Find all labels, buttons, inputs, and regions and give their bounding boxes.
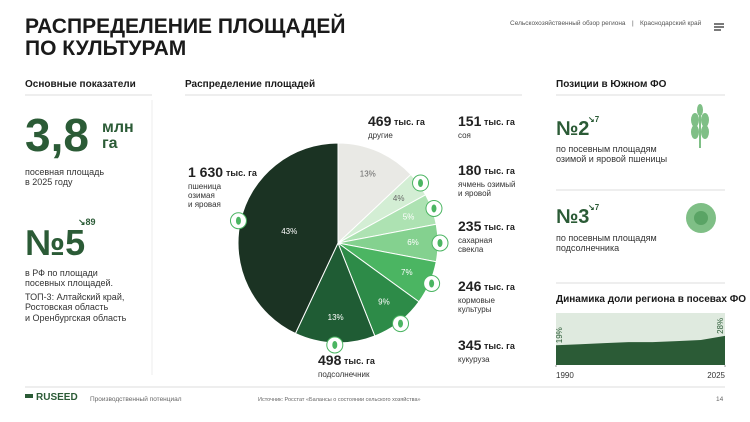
crop-icon: [332, 340, 338, 349]
slice-label: 13%: [328, 313, 344, 322]
crop-name: ячмень озимый и яровой: [458, 180, 516, 199]
crop-icon: [398, 319, 404, 328]
metric-unit: млн га: [102, 119, 134, 152]
rank: №2: [556, 118, 590, 140]
slice-label: 4%: [393, 194, 405, 203]
area-value: 345: [458, 337, 482, 353]
slice-label: 13%: [360, 169, 376, 178]
crop-name: соя: [458, 131, 471, 140]
chart-title: Динамика доли региона в посевах ФО: [556, 294, 747, 305]
area: [556, 335, 725, 365]
slice-label: 6%: [407, 238, 419, 247]
source: Источник: Росстат «Балансы о состоянии с…: [258, 397, 421, 403]
menu-icon[interactable]: [714, 23, 724, 31]
crop-name: кормовые культуры: [458, 296, 495, 315]
crop-name: подсолнечник: [318, 370, 370, 379]
x-tick-label: 2025: [707, 371, 725, 380]
area-unit: тыс. га: [226, 168, 257, 178]
sunflower-icon: [686, 203, 716, 233]
area-unit: тыс. га: [484, 166, 515, 176]
crop-icon: [418, 179, 424, 188]
area-value: 151: [458, 113, 482, 129]
crop-icon: [437, 239, 443, 247]
metric-caption: посевная площадь в 2025 году: [25, 167, 105, 188]
area-unit: тыс. га: [484, 117, 515, 127]
metric-value: 3,8: [25, 109, 89, 161]
separator: |: [632, 20, 634, 27]
crop-name: сахарная свекла: [458, 236, 493, 255]
brand[interactable]: RUSEED: [36, 392, 78, 403]
slice-label: 43%: [281, 227, 297, 236]
area-value: 235: [458, 218, 482, 234]
crop-icon: [429, 279, 435, 288]
area-value: 469: [368, 113, 392, 129]
area-unit: тыс. га: [394, 117, 425, 127]
breadcrumb[interactable]: Сельскохозяйственный обзор региона: [510, 20, 626, 27]
section-heading: Позиции в Южном ФО: [556, 79, 667, 90]
value-label: 28%: [716, 318, 725, 334]
slice-label: 7%: [401, 268, 413, 277]
area-unit: тыс. га: [484, 341, 515, 351]
crop-name: другие: [368, 131, 393, 140]
footer-section: Производственный потенциал: [90, 396, 182, 403]
slice-label: 5%: [403, 213, 415, 222]
crop-name: кукуруза: [458, 355, 490, 364]
x-tick-label: 1990: [556, 371, 574, 380]
crop-icon: [431, 204, 437, 213]
page-number: 14: [716, 396, 724, 403]
pie-slice: [337, 142, 412, 245]
area-value: 180: [458, 162, 482, 178]
crop-name: пшеница озимая и яровая: [188, 182, 222, 210]
title: РАСПРЕДЕЛЕНИЕ ПЛОЩАДЕЙ ПО КУЛЬТУРАМ: [25, 15, 346, 61]
wheat-icon: [691, 104, 709, 148]
rank-change: ↘89: [78, 217, 96, 227]
area-value: 246: [458, 278, 482, 294]
area-value: 1 630: [188, 164, 224, 180]
crop-icon: [235, 216, 241, 225]
rank-caption: по посевным площадям подсолнечника: [556, 233, 657, 254]
rank: №5: [25, 222, 86, 263]
rank-caption: по посевным площадям озимой и яровой пше…: [556, 144, 668, 165]
rank-caption: в РФ по площади посевных площадей.: [25, 268, 114, 289]
section-heading: Распределение площадей: [185, 79, 316, 90]
area-value: 498: [318, 352, 342, 368]
top3: ТОП-3: Алтайский край, Ростовская област…: [25, 292, 127, 323]
rank-change: ↘7: [588, 115, 600, 124]
slice-label: 9%: [378, 297, 390, 306]
rank: №3: [556, 206, 590, 228]
section-heading: Основные показатели: [25, 79, 136, 90]
logo-mark: [25, 394, 33, 398]
area-unit: тыс. га: [344, 356, 375, 366]
area-unit: тыс. га: [484, 222, 515, 232]
rank-change: ↘7: [588, 203, 600, 212]
region[interactable]: Краснодарский край: [640, 20, 702, 27]
value-label: 19%: [555, 327, 564, 343]
area-unit: тыс. га: [484, 282, 515, 292]
